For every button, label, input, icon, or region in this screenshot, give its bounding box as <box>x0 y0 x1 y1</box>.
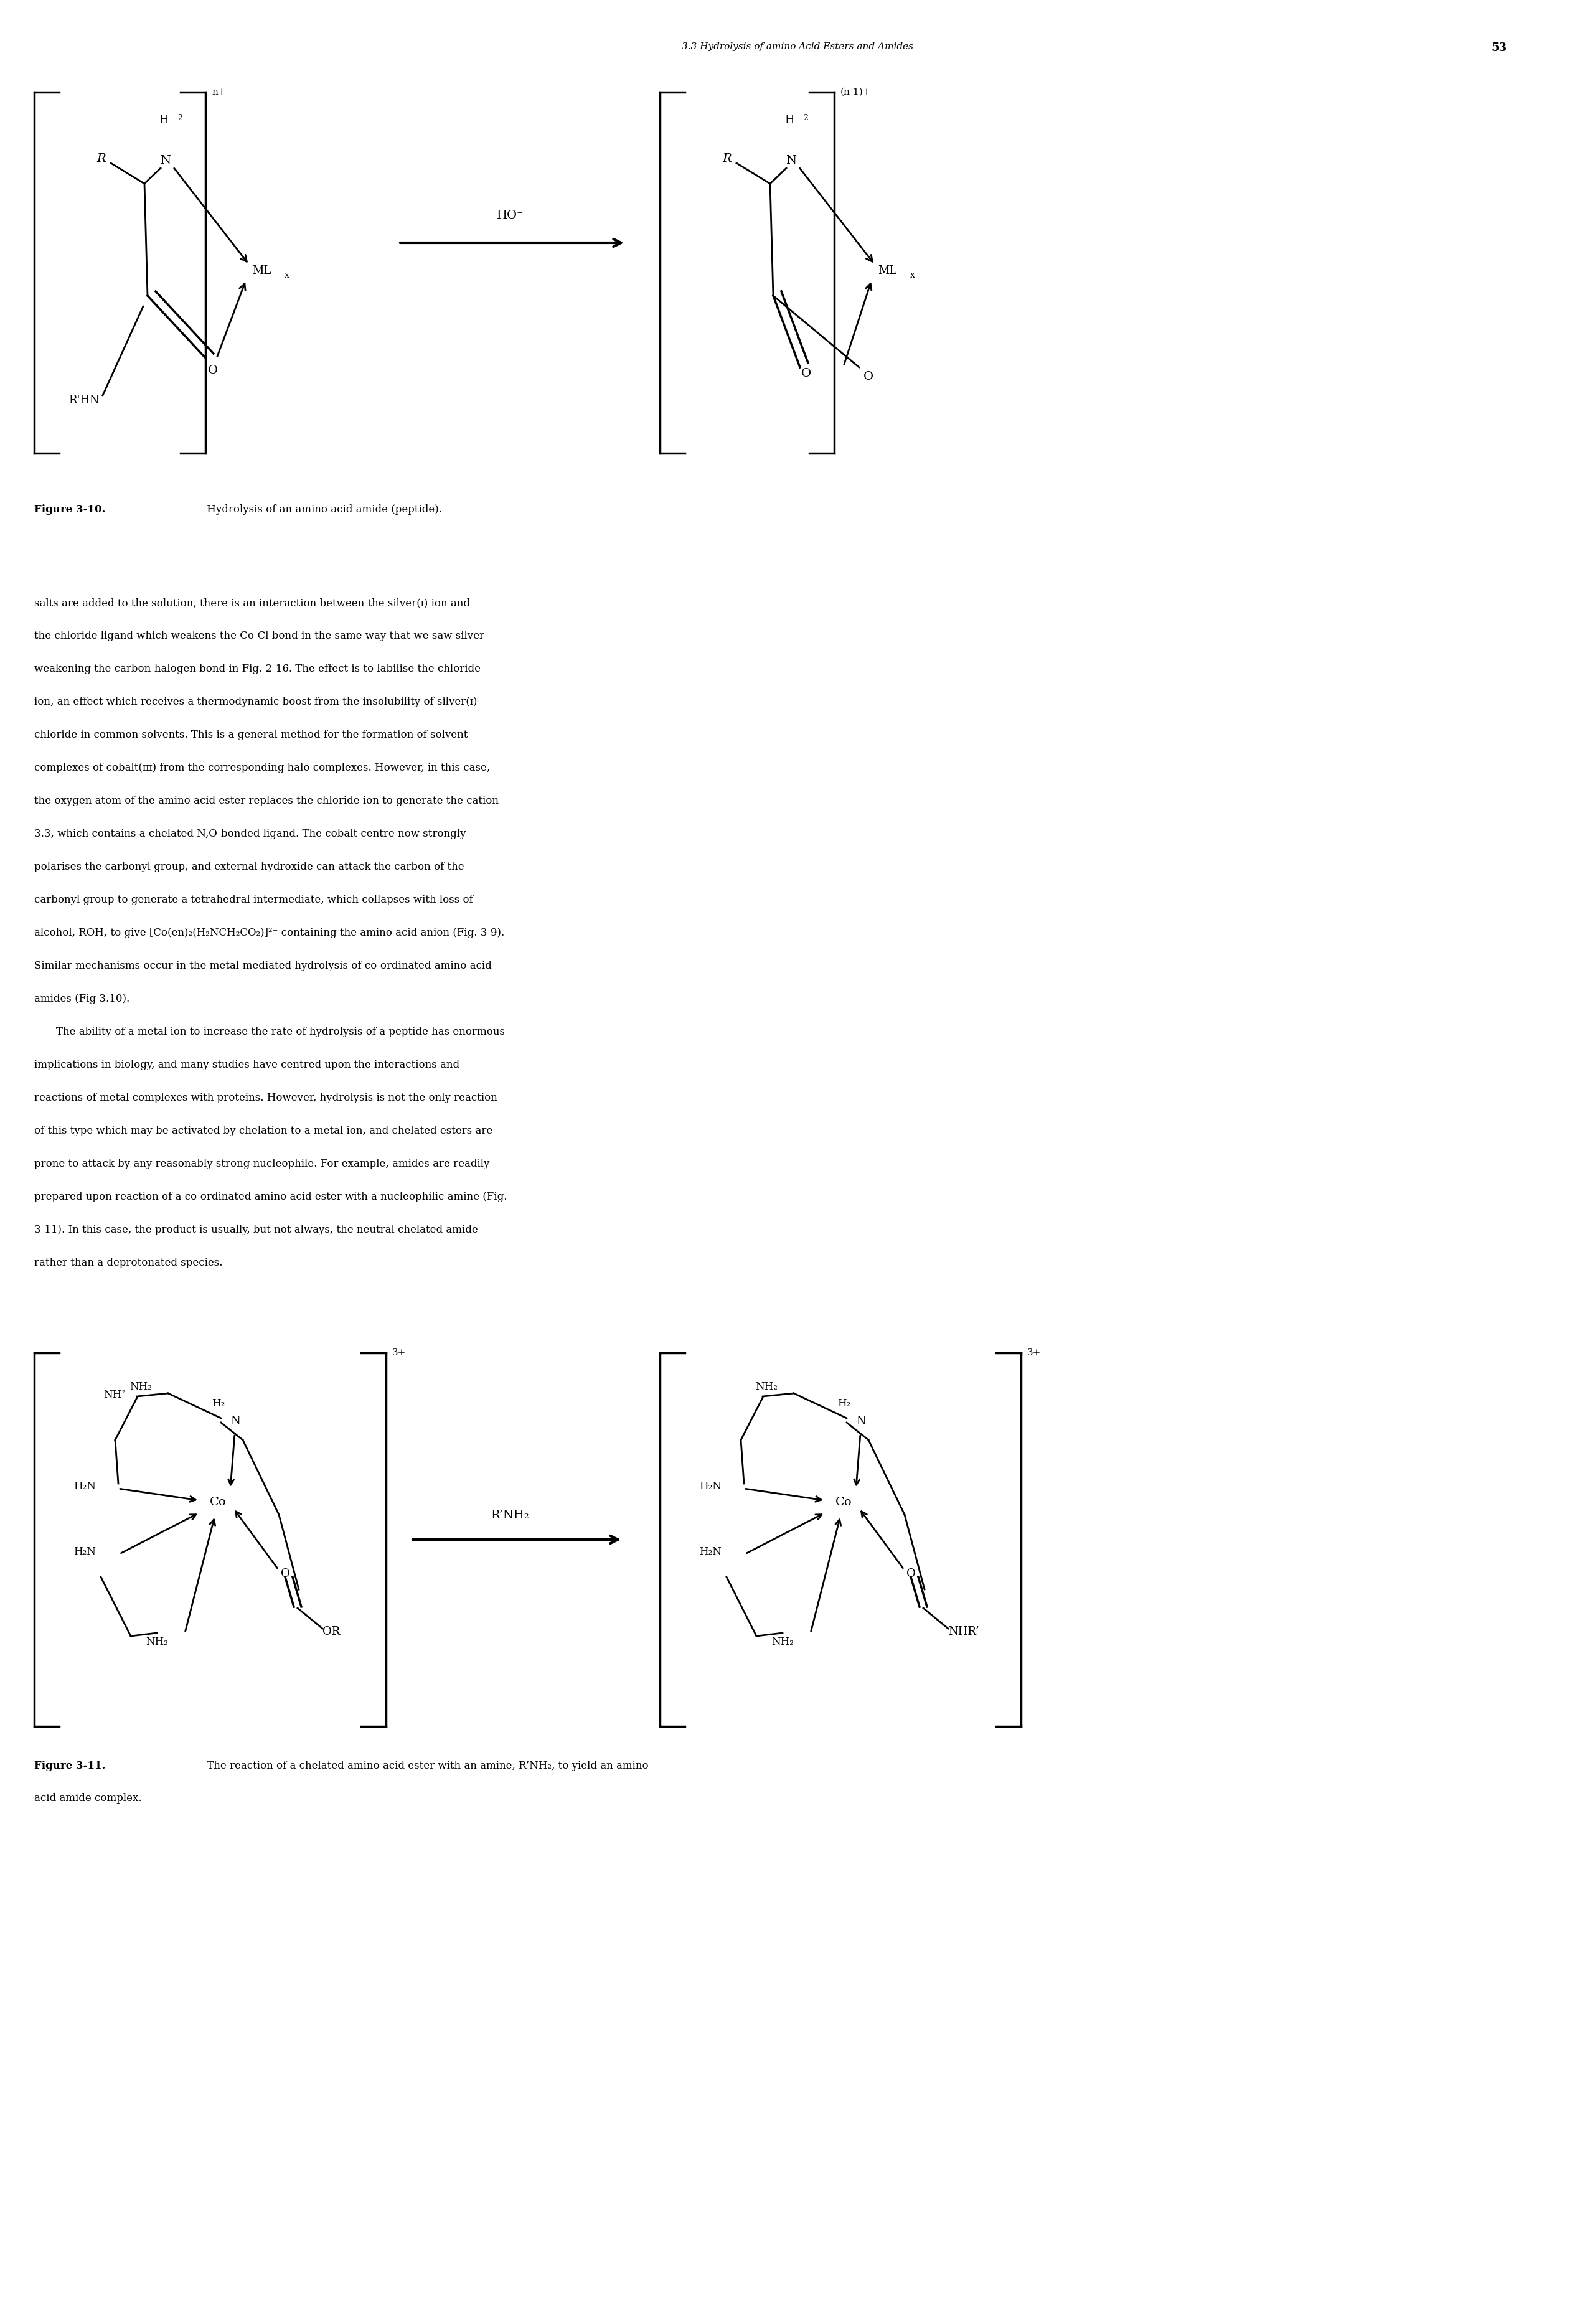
Text: 3-11). In this case, the product is usually, but not always, the neutral chelate: 3-11). In this case, the product is usua… <box>33 1225 478 1234</box>
Text: H₂N: H₂N <box>73 1548 96 1557</box>
Text: NH₂: NH₂ <box>129 1383 152 1392</box>
Text: OR: OR <box>322 1627 340 1638</box>
Text: N: N <box>786 156 796 167</box>
Text: Figure 3-10.: Figure 3-10. <box>33 504 105 516</box>
Text: O: O <box>801 367 812 379</box>
Text: 3.3 Hydrolysis of amino Acid Esters and Amides: 3.3 Hydrolysis of amino Acid Esters and … <box>681 42 914 51</box>
Text: O: O <box>281 1569 290 1580</box>
Text: of this type which may be activated by chelation to a metal ion, and chelated es: of this type which may be activated by c… <box>33 1125 493 1136</box>
Text: implications in biology, and many studies have centred upon the interactions and: implications in biology, and many studie… <box>33 1060 459 1069</box>
Text: polarises the carbonyl group, and external hydroxide can attack the carbon of th: polarises the carbonyl group, and extern… <box>33 862 464 872</box>
Text: x: x <box>911 272 916 279</box>
Text: salts are added to the solution, there is an interaction between the silver(ɪ) i: salts are added to the solution, there i… <box>33 597 471 609</box>
Text: rather than a deprotonated species.: rather than a deprotonated species. <box>33 1257 223 1269</box>
Text: prone to attack by any reasonably strong nucleophile. For example, amides are re: prone to attack by any reasonably strong… <box>33 1160 490 1169</box>
Text: Hydrolysis of an amino acid amide (peptide).: Hydrolysis of an amino acid amide (pepti… <box>203 504 442 516</box>
Text: 2: 2 <box>804 114 809 123</box>
Text: x: x <box>284 272 289 279</box>
Text: Figure 3-11.: Figure 3-11. <box>33 1762 105 1771</box>
Text: O: O <box>207 365 219 376</box>
Text: O: O <box>863 372 874 381</box>
Text: amides (Fig 3.10).: amides (Fig 3.10). <box>33 995 129 1004</box>
Text: ion, an effect which receives a thermodynamic boost from the insolubility of sil: ion, an effect which receives a thermody… <box>33 697 477 706</box>
Text: the oxygen atom of the amino acid ester replaces the chloride ion to generate th: the oxygen atom of the amino acid ester … <box>33 795 499 806</box>
Text: (n-1)+: (n-1)+ <box>841 88 871 95</box>
Text: H₂N: H₂N <box>73 1480 96 1492</box>
Text: NH₂: NH₂ <box>754 1383 777 1392</box>
Text: O: O <box>906 1569 916 1580</box>
Text: 3+: 3+ <box>392 1348 407 1357</box>
Text: ML: ML <box>252 265 271 277</box>
Text: 2: 2 <box>177 114 182 123</box>
Text: Co: Co <box>836 1497 852 1508</box>
Text: H₂: H₂ <box>212 1399 225 1408</box>
Text: H₂: H₂ <box>837 1399 850 1408</box>
Text: the chloride ligand which weakens the Co-Cl bond in the same way that we saw sil: the chloride ligand which weakens the Co… <box>33 630 485 641</box>
Text: R'HN: R'HN <box>69 395 99 407</box>
Text: chloride in common solvents. This is a general method for the formation of solve: chloride in common solvents. This is a g… <box>33 730 467 741</box>
Text: 3+: 3+ <box>1027 1348 1042 1357</box>
Text: H: H <box>160 114 169 125</box>
Text: NH₂: NH₂ <box>145 1636 167 1648</box>
Text: 53: 53 <box>1491 42 1507 53</box>
Text: NH: NH <box>104 1390 121 1401</box>
Text: n+: n+ <box>212 88 226 95</box>
Text: alcohol, ROH, to give [Co(en)₂(H₂NCH₂CO₂)]²⁻ containing the amino acid anion (Fi: alcohol, ROH, to give [Co(en)₂(H₂NCH₂CO₂… <box>33 927 504 939</box>
Text: H: H <box>785 114 794 125</box>
Text: carbonyl group to generate a tetrahedral intermediate, which collapses with loss: carbonyl group to generate a tetrahedral… <box>33 895 474 904</box>
Text: Similar mechanisms occur in the metal-mediated hydrolysis of co-ordinated amino : Similar mechanisms occur in the metal-me… <box>33 960 491 971</box>
Text: R: R <box>97 153 105 165</box>
Text: R: R <box>723 153 732 165</box>
Text: reactions of metal complexes with proteins. However, hydrolysis is not the only : reactions of metal complexes with protei… <box>33 1092 498 1104</box>
Text: N: N <box>161 156 171 167</box>
Text: ₂: ₂ <box>121 1387 124 1394</box>
Text: R’NH₂: R’NH₂ <box>491 1511 530 1520</box>
Text: weakening the carbon-halogen bond in Fig. 2-16. The effect is to labilise the ch: weakening the carbon-halogen bond in Fig… <box>33 665 480 674</box>
Text: complexes of cobalt(ɪɪɪ) from the corresponding halo complexes. However, in this: complexes of cobalt(ɪɪɪ) from the corres… <box>33 762 490 774</box>
Text: H₂N: H₂N <box>699 1548 721 1557</box>
Text: H₂N: H₂N <box>699 1480 721 1492</box>
Text: Co: Co <box>209 1497 226 1508</box>
Text: NHR’: NHR’ <box>947 1627 979 1638</box>
Text: N: N <box>857 1415 866 1427</box>
Text: The ability of a metal ion to increase the rate of hydrolysis of a peptide has e: The ability of a metal ion to increase t… <box>56 1027 506 1037</box>
Text: ML: ML <box>877 265 896 277</box>
Text: acid amide complex.: acid amide complex. <box>33 1792 142 1803</box>
Text: 3.3, which contains a chelated N,O-bonded ligand. The cobalt centre now strongly: 3.3, which contains a chelated N,O-bonde… <box>33 830 466 839</box>
Text: prepared upon reaction of a co-ordinated amino acid ester with a nucleophilic am: prepared upon reaction of a co-ordinated… <box>33 1192 507 1202</box>
Text: N: N <box>230 1415 241 1427</box>
Text: HO⁻: HO⁻ <box>498 209 525 221</box>
Text: NH₂: NH₂ <box>772 1636 794 1648</box>
Text: The reaction of a chelated amino acid ester with an amine, R’NH₂, to yield an am: The reaction of a chelated amino acid es… <box>203 1762 648 1771</box>
